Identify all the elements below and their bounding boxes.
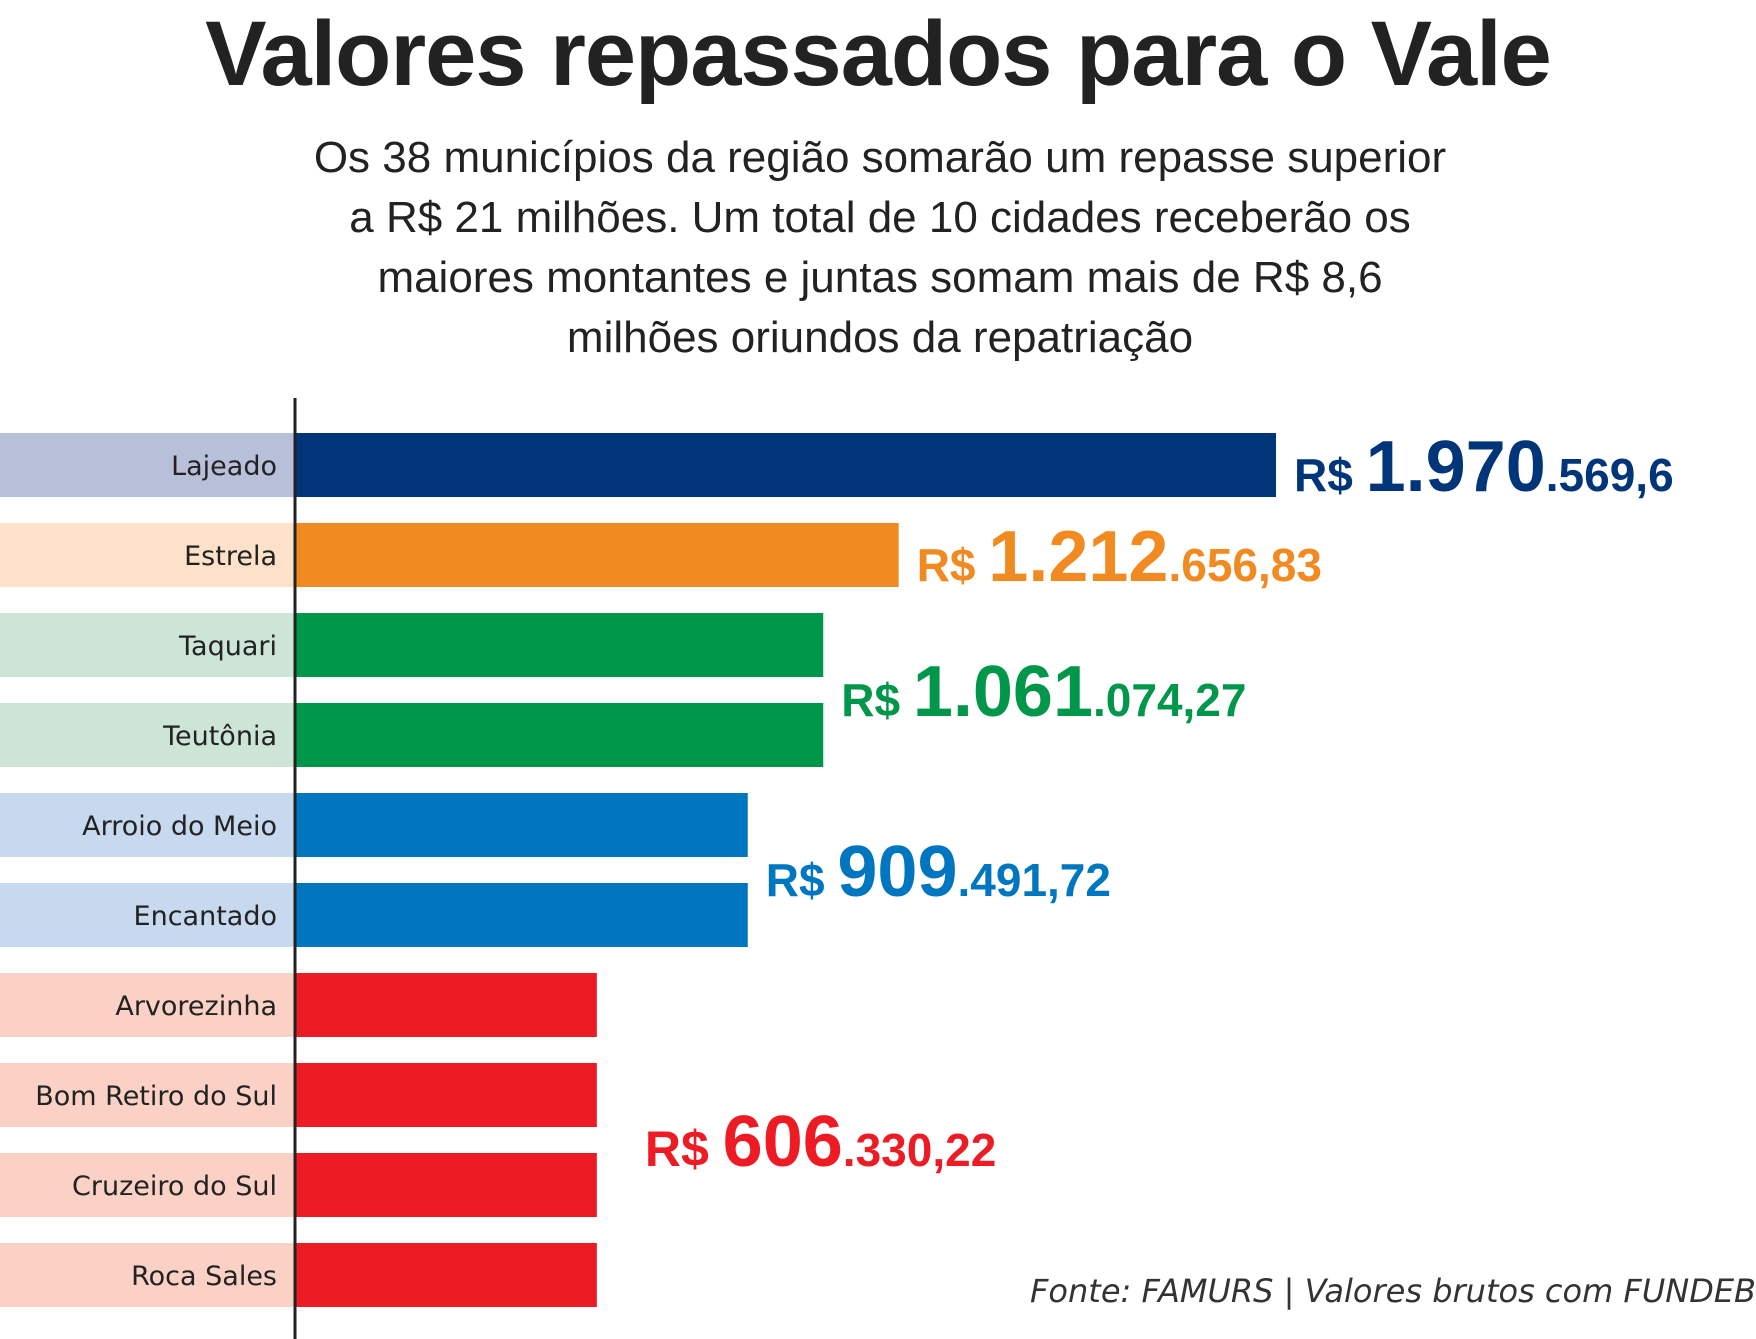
bar	[295, 973, 597, 1037]
category-label: Roca Sales	[131, 1261, 277, 1292]
category-label-bg	[0, 523, 295, 587]
category-label: Taquari	[178, 631, 277, 662]
value-label: R$ 606.330,22	[645, 1102, 996, 1182]
category-label: Estrela	[184, 541, 277, 572]
bar	[295, 1153, 597, 1217]
category-label-bg	[0, 703, 295, 767]
category-label: Arvorezinha	[115, 991, 277, 1022]
bar	[295, 703, 824, 767]
bar	[295, 523, 899, 587]
category-label-bg	[0, 1063, 295, 1127]
bar	[295, 613, 824, 677]
category-label: Lajeado	[171, 451, 277, 482]
category-label: Encantado	[134, 901, 277, 932]
value-label: R$ 1.970.569,6	[1294, 427, 1674, 507]
category-label: Bom Retiro do Sul	[35, 1081, 277, 1112]
value-label: R$ 909.491,72	[766, 832, 1111, 912]
bar	[295, 1243, 597, 1307]
category-label-bg	[0, 1243, 295, 1307]
chart-title: Valores repassados para o Vale	[205, 3, 1552, 105]
category-label: Teutônia	[162, 721, 277, 752]
category-label-bg	[0, 433, 295, 497]
value-label: R$ 1.061.074,27	[841, 652, 1246, 732]
category-label-bg	[0, 1153, 295, 1217]
bar	[295, 433, 1276, 497]
category-label-bg	[0, 613, 295, 677]
bar	[295, 1063, 597, 1127]
category-label-bg	[0, 973, 295, 1037]
chart-subtitle: Os 38 municípios da região somarão um re…	[313, 133, 1447, 362]
category-label-bg	[0, 793, 295, 857]
category-label-bg	[0, 883, 295, 947]
category-label: Arroio do Meio	[82, 811, 277, 842]
source-note: Fonte: FAMURS | Valores brutos com FUNDE…	[1030, 1272, 1756, 1310]
bar	[295, 883, 748, 947]
category-label: Cruzeiro do Sul	[72, 1171, 277, 1202]
value-label: R$ 1.212.656,83	[917, 517, 1322, 597]
bar	[295, 793, 748, 857]
